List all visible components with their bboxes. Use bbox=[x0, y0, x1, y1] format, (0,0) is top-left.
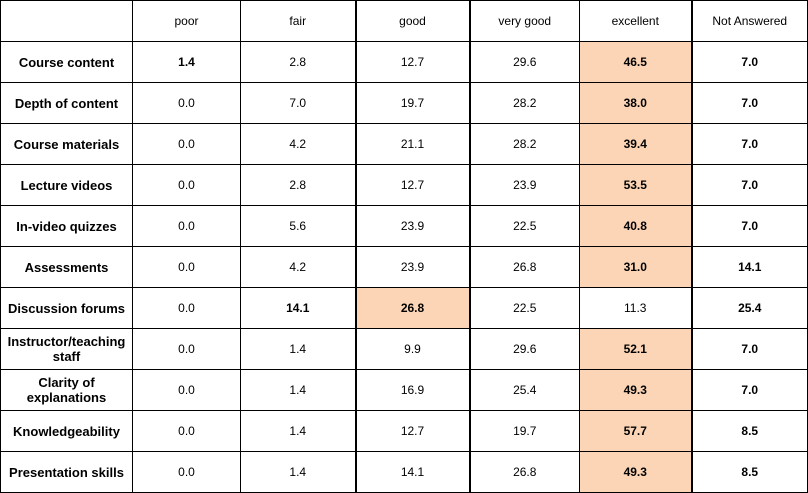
value-cell: 12.7 bbox=[354, 410, 470, 452]
table-row: Instructor/teaching staff 0.0 1.4 9.9 29.6 52… bbox=[0, 328, 808, 370]
row-label: Clarity of explanations bbox=[0, 369, 133, 411]
column-header-excellent: excellent bbox=[579, 0, 692, 42]
table-row: Depth of content 0.0 7.0 19.7 28.2 38.0 7.0 bbox=[0, 82, 808, 124]
table-row: In-video quizzes 0.0 5.6 23.9 22.5 40.8 7.0 bbox=[0, 205, 808, 247]
value-cell: 4.2 bbox=[240, 123, 356, 165]
value-cell: 2.8 bbox=[240, 164, 356, 206]
table-row: Knowledgeability 0.0 1.4 12.7 19.7 57.7 8.5 bbox=[0, 410, 808, 452]
value-cell: 28.2 bbox=[468, 82, 580, 124]
value-cell: 25.4 bbox=[468, 369, 580, 411]
value-cell: 49.3 bbox=[579, 369, 692, 411]
value-cell: 16.9 bbox=[354, 369, 470, 411]
value-cell: 40.8 bbox=[579, 205, 692, 247]
value-cell: 1.4 bbox=[240, 410, 356, 452]
value-cell: 21.1 bbox=[354, 123, 470, 165]
value-cell: 0.0 bbox=[132, 123, 241, 165]
value-cell: 29.6 bbox=[468, 328, 580, 370]
value-cell: 23.9 bbox=[468, 164, 580, 206]
value-cell: 7.0 bbox=[690, 123, 808, 165]
value-cell: 11.3 bbox=[579, 287, 692, 329]
row-label: Depth of content bbox=[0, 82, 133, 124]
value-cell: 12.7 bbox=[354, 41, 470, 83]
value-cell: 19.7 bbox=[354, 82, 470, 124]
value-cell: 0.0 bbox=[132, 82, 241, 124]
value-cell: 0.0 bbox=[132, 451, 241, 493]
value-cell: 53.5 bbox=[579, 164, 692, 206]
value-cell: 1.4 bbox=[240, 451, 356, 493]
row-label: Instructor/teaching staff bbox=[0, 328, 133, 370]
value-cell: 29.6 bbox=[468, 41, 580, 83]
value-cell: 0.0 bbox=[132, 205, 241, 247]
column-header-poor: poor bbox=[132, 0, 241, 42]
table-row: Clarity of explanations 0.0 1.4 16.9 25.4 49.… bbox=[0, 369, 808, 411]
value-cell: 8.5 bbox=[690, 410, 808, 452]
value-cell: 26.8 bbox=[468, 451, 580, 493]
row-label: Course materials bbox=[0, 123, 133, 165]
value-cell: 39.4 bbox=[579, 123, 692, 165]
row-label: Discussion forums bbox=[0, 287, 133, 329]
value-cell: 7.0 bbox=[240, 82, 356, 124]
table-row: Assessments 0.0 4.2 23.9 26.8 31.0 14.1 bbox=[0, 246, 808, 288]
header-row: poor fair good very good excellent Not A… bbox=[0, 0, 808, 42]
value-cell: 14.1 bbox=[240, 287, 356, 329]
row-label: Presentation skills bbox=[0, 451, 133, 493]
value-cell: 7.0 bbox=[690, 205, 808, 247]
value-cell: 0.0 bbox=[132, 287, 241, 329]
value-cell: 31.0 bbox=[579, 246, 692, 288]
value-cell: 23.9 bbox=[354, 205, 470, 247]
value-cell: 22.5 bbox=[468, 205, 580, 247]
value-cell: 5.6 bbox=[240, 205, 356, 247]
value-cell: 14.1 bbox=[690, 246, 808, 288]
corner-cell bbox=[0, 0, 133, 42]
value-cell: 7.0 bbox=[690, 369, 808, 411]
value-cell: 9.9 bbox=[354, 328, 470, 370]
value-cell: 0.0 bbox=[132, 410, 241, 452]
table-row: Presentation skills 0.0 1.4 14.1 26.8 49.3 8.5 bbox=[0, 451, 808, 493]
value-cell: 7.0 bbox=[690, 328, 808, 370]
table-row: Lecture videos 0.0 2.8 12.7 23.9 53.5 7.0 bbox=[0, 164, 808, 206]
row-label: Lecture videos bbox=[0, 164, 133, 206]
table-row: Course materials 0.0 4.2 21.1 28.2 39.4 7.0 bbox=[0, 123, 808, 165]
value-cell: 1.4 bbox=[240, 328, 356, 370]
value-cell: 14.1 bbox=[354, 451, 470, 493]
table-row: Discussion forums 0.0 14.1 26.8 22.5 11.3 25.4 bbox=[0, 287, 808, 329]
column-header-fair: fair bbox=[240, 0, 356, 42]
value-cell: 12.7 bbox=[354, 164, 470, 206]
value-cell: 1.4 bbox=[132, 41, 241, 83]
value-cell: 1.4 bbox=[240, 369, 356, 411]
value-cell: 2.8 bbox=[240, 41, 356, 83]
value-cell: 26.8 bbox=[354, 287, 470, 329]
value-cell: 7.0 bbox=[690, 41, 808, 83]
value-cell: 7.0 bbox=[690, 82, 808, 124]
value-cell: 46.5 bbox=[579, 41, 692, 83]
row-label: In-video quizzes bbox=[0, 205, 133, 247]
value-cell: 22.5 bbox=[468, 287, 580, 329]
value-cell: 23.9 bbox=[354, 246, 470, 288]
value-cell: 28.2 bbox=[468, 123, 580, 165]
value-cell: 4.2 bbox=[240, 246, 356, 288]
row-label: Course content bbox=[0, 41, 133, 83]
column-header-good: good bbox=[354, 0, 470, 42]
column-header-not-answered: Not Answered bbox=[690, 0, 808, 42]
row-label: Knowledgeability bbox=[0, 410, 133, 452]
table-body: Course content 1.4 2.8 12.7 29.6 46.5 7.0 Depth… bbox=[0, 41, 808, 493]
value-cell: 26.8 bbox=[468, 246, 580, 288]
value-cell: 25.4 bbox=[690, 287, 808, 329]
value-cell: 0.0 bbox=[132, 369, 241, 411]
value-cell: 38.0 bbox=[579, 82, 692, 124]
value-cell: 49.3 bbox=[579, 451, 692, 493]
value-cell: 0.0 bbox=[132, 328, 241, 370]
value-cell: 57.7 bbox=[579, 410, 692, 452]
column-header-very-good: very good bbox=[468, 0, 580, 42]
value-cell: 19.7 bbox=[468, 410, 580, 452]
value-cell: 8.5 bbox=[690, 451, 808, 493]
table-row: Course content 1.4 2.8 12.7 29.6 46.5 7.0 bbox=[0, 41, 808, 83]
value-cell: 0.0 bbox=[132, 246, 241, 288]
value-cell: 7.0 bbox=[690, 164, 808, 206]
value-cell: 0.0 bbox=[132, 164, 241, 206]
row-label: Assessments bbox=[0, 246, 133, 288]
value-cell: 52.1 bbox=[579, 328, 692, 370]
